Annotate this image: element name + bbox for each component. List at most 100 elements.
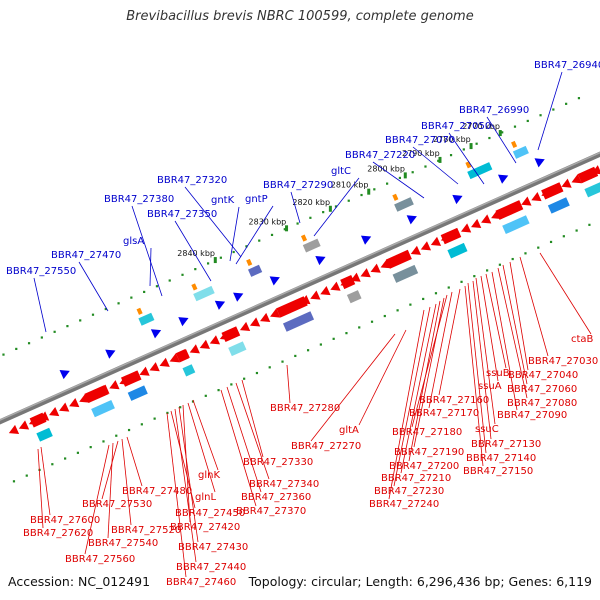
reverse-gene-label[interactable]: BBR47_27060 (507, 384, 577, 395)
forward-gene-label[interactable]: BBR47_27380 (104, 194, 174, 205)
reverse-gene-label[interactable]: BBR47_27600 (30, 515, 100, 526)
reverse-gene-label[interactable]: BBR47_27460 (166, 577, 236, 588)
reverse-gene-arrow[interactable] (209, 335, 221, 345)
reverse-gene-label[interactable]: BBR47_27150 (463, 466, 533, 477)
reverse-gene-arrow[interactable] (49, 406, 60, 417)
reverse-gene-arrow[interactable] (340, 277, 351, 287)
reverse-gene-label[interactable]: BBR47_27280 (270, 403, 340, 414)
reverse-gene-label[interactable]: BBR47_27430 (178, 542, 248, 553)
reverse-gene-label[interactable]: BBR47_27200 (389, 461, 459, 472)
reverse-gene-arrow[interactable] (410, 245, 421, 255)
feature-track-block[interactable] (502, 215, 530, 235)
reverse-gene-arrow[interactable] (571, 174, 582, 184)
reverse-gene-arrow[interactable] (280, 303, 291, 314)
reverse-gene-label[interactable]: BBR47_27140 (466, 453, 536, 464)
forward-gene-label[interactable]: BBR47_27070 (385, 135, 455, 146)
reverse-gene-arrow[interactable] (460, 223, 472, 233)
reverse-gene-arrow[interactable] (260, 312, 271, 323)
forward-gene-arrow[interactable] (534, 158, 545, 168)
reverse-gene-arrow[interactable] (179, 348, 190, 358)
reverse-gene-arrow[interactable] (501, 205, 512, 215)
reverse-gene-arrow[interactable] (59, 402, 70, 412)
forward-gene-label[interactable]: BBR47_27220 (345, 150, 415, 161)
feature-track-block[interactable] (346, 290, 362, 304)
reverse-gene-arrow[interactable] (420, 241, 432, 251)
reverse-gene-arrow[interactable] (169, 353, 180, 363)
reverse-gene-label[interactable]: BBR47_27210 (381, 473, 451, 484)
forward-gene-label[interactable]: gntK (211, 195, 235, 206)
reverse-gene-label[interactable]: BBR47_27480 (122, 486, 192, 497)
reverse-gene-arrow[interactable] (18, 420, 30, 430)
reverse-gene-arrow[interactable] (300, 294, 311, 305)
feature-track-block[interactable] (36, 427, 53, 442)
reverse-gene-label[interactable]: ctaB (571, 334, 594, 345)
reverse-gene-arrow[interactable] (38, 411, 50, 421)
reverse-gene-arrow[interactable] (551, 183, 562, 193)
forward-gene-arrow[interactable] (214, 300, 226, 310)
reverse-gene-arrow[interactable] (360, 268, 371, 278)
forward-gene-label[interactable]: gltC (331, 166, 351, 177)
reverse-gene-arrow[interactable] (239, 321, 251, 332)
reverse-gene-arrow[interactable] (149, 362, 160, 372)
reverse-gene-label[interactable]: BBR47_27230 (374, 486, 444, 497)
reverse-gene-arrow[interactable] (89, 389, 100, 399)
forward-gene-arrow[interactable] (406, 215, 417, 225)
forward-gene-label[interactable]: BBR47_26940 (534, 60, 600, 71)
feature-track-block[interactable] (467, 162, 493, 180)
forward-gene-arrow[interactable] (452, 194, 463, 205)
forward-gene-label[interactable]: BBR47_27290 (263, 180, 333, 191)
reverse-gene-arrow[interactable] (320, 286, 331, 296)
reverse-gene-label[interactable]: BBR47_27330 (243, 457, 313, 468)
reverse-gene-arrow[interactable] (219, 330, 231, 340)
reverse-gene-label[interactable]: BBR47_27270 (291, 441, 361, 452)
feature-track-block[interactable] (193, 285, 215, 302)
forward-gene-arrow[interactable] (269, 276, 280, 286)
feature-track-block[interactable] (302, 238, 321, 253)
reverse-gene-arrow[interactable] (390, 254, 401, 264)
forward-gene-arrow[interactable] (315, 256, 326, 266)
reverse-gene-label[interactable]: gltA (339, 425, 359, 436)
reverse-gene-arrow[interactable] (521, 196, 532, 206)
feature-track-block[interactable] (282, 311, 315, 332)
reverse-gene-label[interactable]: BBR47_27090 (497, 410, 567, 421)
reverse-gene-label[interactable]: BBR47_27160 (419, 395, 489, 406)
reverse-gene-label[interactable]: BBR47_27130 (471, 439, 541, 450)
feature-track-block[interactable] (182, 364, 196, 377)
reverse-gene-arrow[interactable] (199, 339, 211, 349)
feature-track-block[interactable] (392, 264, 419, 283)
reverse-gene-arrow[interactable] (531, 192, 542, 202)
reverse-gene-arrow[interactable] (350, 272, 361, 282)
reverse-gene-arrow[interactable] (129, 371, 140, 381)
feature-track-block[interactable] (547, 197, 570, 214)
reverse-gene-label[interactable]: BBR47_27540 (88, 538, 158, 549)
reverse-gene-arrow[interactable] (229, 326, 241, 336)
feature-track-block[interactable] (228, 341, 247, 357)
reverse-gene-arrow[interactable] (581, 169, 592, 179)
reverse-gene-label[interactable]: BBR47_27560 (65, 554, 135, 565)
forward-gene-label[interactable]: BBR47_27470 (51, 250, 121, 261)
reverse-gene-arrow[interactable] (400, 250, 411, 260)
reverse-gene-label[interactable]: BBR47_27420 (170, 522, 240, 533)
reverse-gene-label[interactable]: BBR47_27180 (392, 427, 462, 438)
reverse-gene-label[interactable]: BBR47_27080 (507, 398, 577, 409)
feature-track-block[interactable] (138, 312, 155, 326)
reverse-gene-arrow[interactable] (79, 393, 90, 403)
forward-gene-label[interactable]: BBR47_27320 (157, 175, 227, 186)
reverse-gene-arrow[interactable] (370, 263, 381, 273)
reverse-gene-arrow[interactable] (159, 357, 170, 367)
forward-gene-arrow[interactable] (233, 292, 244, 302)
forward-gene-arrow[interactable] (105, 349, 116, 359)
reverse-gene-arrow[interactable] (330, 281, 341, 291)
feature-track-block[interactable] (447, 242, 468, 259)
reverse-gene-label[interactable]: BBR47_27240 (369, 499, 439, 510)
reverse-gene-label[interactable]: ssuB (486, 368, 510, 379)
forward-gene-label[interactable]: gntP (245, 194, 268, 205)
reverse-gene-arrow[interactable] (109, 380, 120, 390)
forward-gene-label[interactable]: BBR47_27550 (6, 266, 76, 277)
forward-gene-label[interactable]: BBR47_27350 (147, 209, 217, 220)
reverse-gene-arrow[interactable] (440, 232, 452, 242)
reverse-gene-arrow[interactable] (69, 397, 80, 408)
reverse-gene-arrow[interactable] (541, 187, 552, 197)
reverse-gene-arrow[interactable] (380, 259, 391, 269)
reverse-gene-arrow[interactable] (471, 218, 482, 229)
